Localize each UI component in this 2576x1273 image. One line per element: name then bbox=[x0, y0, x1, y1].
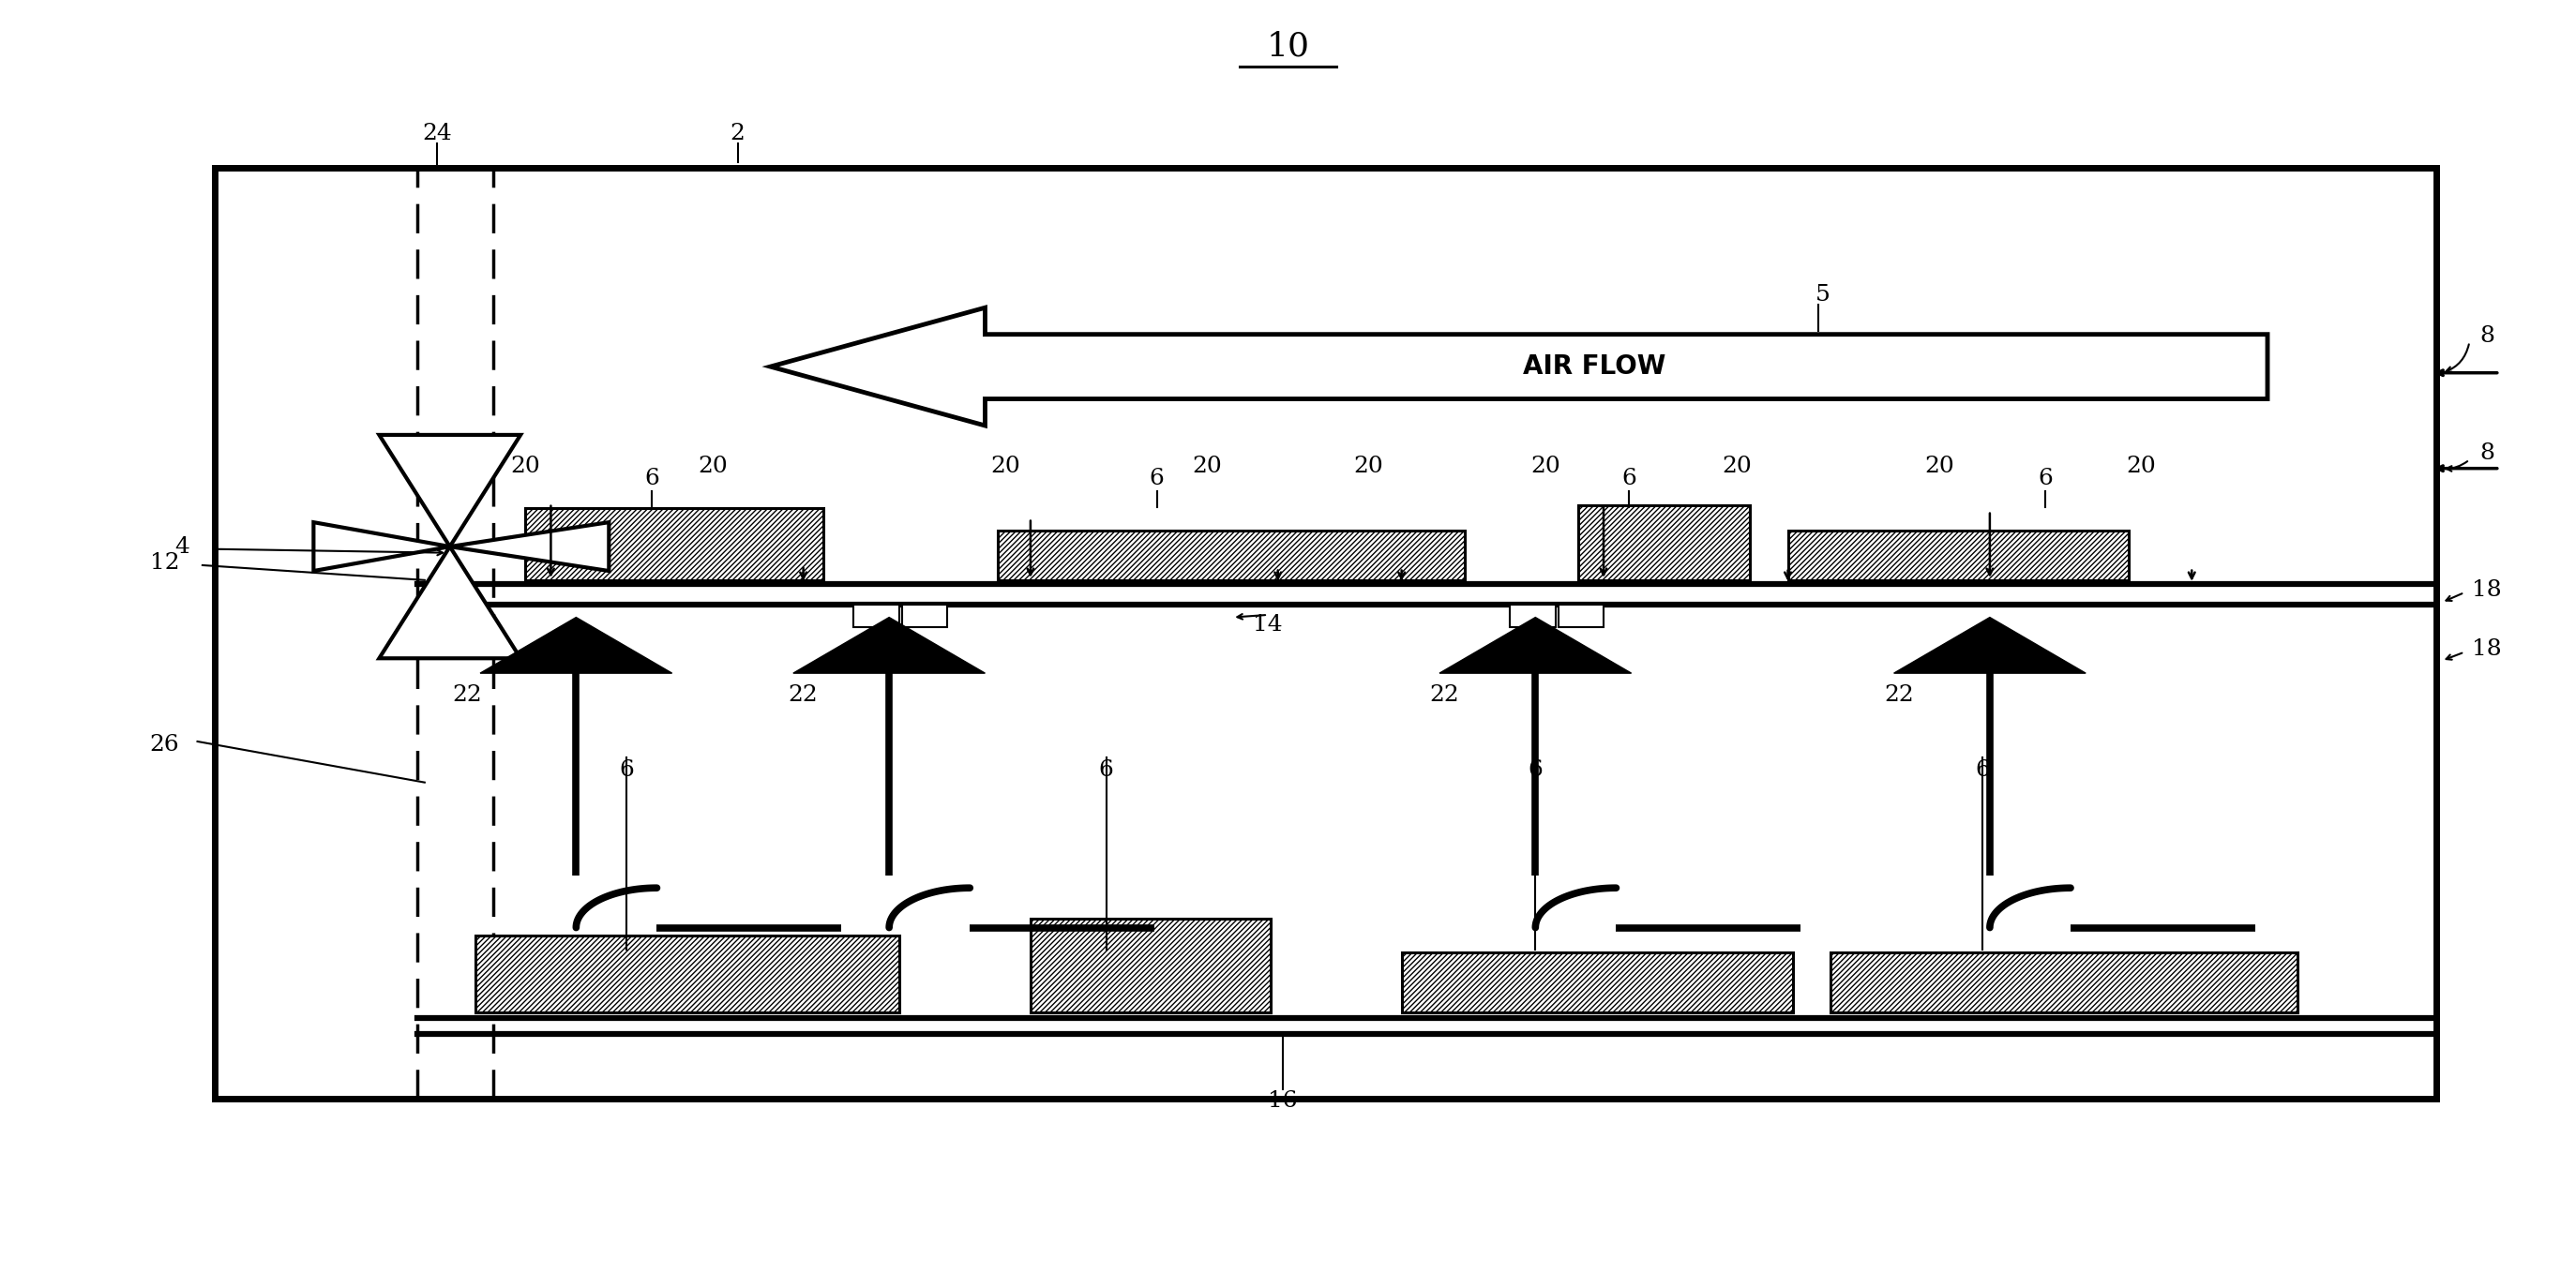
Text: 24: 24 bbox=[422, 122, 453, 144]
Text: 14: 14 bbox=[1252, 614, 1283, 635]
Text: 20: 20 bbox=[698, 456, 726, 476]
Text: 18: 18 bbox=[2473, 579, 2501, 601]
Text: 6: 6 bbox=[1620, 467, 1636, 489]
Text: 22: 22 bbox=[453, 685, 482, 707]
Text: 2: 2 bbox=[729, 122, 744, 144]
Polygon shape bbox=[1440, 617, 1631, 673]
Bar bbox=[1510, 605, 1556, 628]
Bar bbox=[853, 605, 899, 628]
Bar bbox=[216, 168, 2437, 1099]
Text: 6: 6 bbox=[1528, 759, 1543, 780]
Text: 6: 6 bbox=[618, 759, 634, 780]
Text: 8: 8 bbox=[2481, 325, 2494, 346]
Text: 16: 16 bbox=[1267, 1091, 1298, 1113]
Polygon shape bbox=[314, 522, 451, 570]
Text: 10: 10 bbox=[1267, 31, 1309, 62]
Bar bbox=[1579, 505, 1749, 580]
Polygon shape bbox=[793, 617, 984, 673]
Bar bbox=[1788, 531, 2128, 580]
Text: 20: 20 bbox=[2125, 456, 2156, 476]
Text: 22: 22 bbox=[1883, 685, 1914, 707]
Text: 20: 20 bbox=[1723, 456, 1752, 476]
Text: 5: 5 bbox=[1816, 284, 1832, 306]
Text: 6: 6 bbox=[2038, 467, 2053, 489]
Text: AIR FLOW: AIR FLOW bbox=[1522, 354, 1667, 379]
Polygon shape bbox=[770, 308, 2267, 425]
Text: 6: 6 bbox=[1149, 467, 1164, 489]
Text: 22: 22 bbox=[1430, 685, 1461, 707]
Bar bbox=[1401, 952, 1793, 1012]
Text: 12: 12 bbox=[149, 552, 180, 574]
Text: 6: 6 bbox=[1976, 759, 1989, 780]
Bar bbox=[902, 605, 948, 628]
Text: 20: 20 bbox=[989, 456, 1020, 476]
Polygon shape bbox=[479, 617, 672, 673]
Text: 20: 20 bbox=[510, 456, 541, 476]
Text: 20: 20 bbox=[1355, 456, 1383, 476]
Polygon shape bbox=[1893, 617, 2087, 673]
Text: 20: 20 bbox=[1530, 456, 1561, 476]
Text: 18: 18 bbox=[2473, 639, 2501, 661]
Bar bbox=[526, 508, 824, 580]
Bar bbox=[1030, 919, 1270, 1012]
Text: 26: 26 bbox=[149, 735, 180, 756]
Bar bbox=[1832, 952, 2298, 1012]
Polygon shape bbox=[379, 435, 520, 546]
Text: 4: 4 bbox=[175, 536, 191, 558]
Text: 20: 20 bbox=[1193, 456, 1221, 476]
Bar bbox=[1558, 605, 1605, 628]
Text: 6: 6 bbox=[644, 467, 659, 489]
Polygon shape bbox=[379, 546, 520, 658]
Text: 20: 20 bbox=[1924, 456, 1955, 476]
Text: 6: 6 bbox=[1100, 759, 1113, 780]
Polygon shape bbox=[451, 522, 608, 570]
Bar bbox=[474, 936, 899, 1012]
Bar bbox=[997, 531, 1466, 580]
Text: 22: 22 bbox=[788, 685, 819, 707]
Text: 8: 8 bbox=[2481, 443, 2494, 465]
